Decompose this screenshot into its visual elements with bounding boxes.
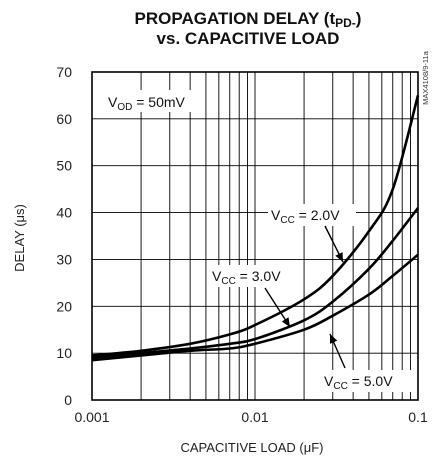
chart-title-line1: PROPAGATION DELAY (tPD-) [135,9,362,30]
x-tick-label: 0.1 [408,409,428,425]
annotations: VOD = 50mV VCC = 2.0V VCC = 3.0V VCC = 5.0V [104,90,412,392]
y-tick-label: 70 [56,64,72,80]
condition-label-bg [104,90,200,112]
condition-label: VOD = 50mV [108,94,186,113]
plot-frame [91,71,419,401]
y-tick-label: 40 [56,205,72,221]
side-code: MAX4108/9-11a [421,50,430,104]
series-3-arrow-head [329,334,338,344]
x-tick-label: 0.001 [74,409,109,425]
y-tick-label: 50 [56,158,72,174]
y-axis-label: DELAY (μs) [12,204,27,272]
series-3-label: VCC = 5.0V [324,373,393,392]
series-line-3 [91,253,419,362]
grid [91,71,418,401]
series-1-arrow-head [335,252,343,262]
series-2-label: VCC = 3.0V [212,268,281,287]
series-3-label-bg [320,370,412,392]
series-line-2 [91,207,420,360]
curves [91,95,420,362]
tick-labels: 0 10 20 30 40 50 60 70 0.001 0.01 0.1 [56,64,428,425]
series-2-label-bg [208,265,300,287]
series-1-label: VCC = 2.0V [271,207,340,226]
y-tick-label: 60 [56,111,72,127]
series-line-1 [91,95,420,357]
y-tick-label: 20 [56,298,72,314]
y-tick-label: 10 [56,345,72,361]
y-tick-label: 30 [56,251,72,267]
x-axis-label: CAPACITIVE LOAD (μF) [180,440,323,455]
y-tick-label: 0 [64,392,72,408]
chart-title-line2: vs. CAPACITIVE LOAD [157,29,340,48]
series-2-arrow-head [281,317,290,327]
series-1-label-bg [268,204,356,226]
x-tick-label: 0.01 [241,409,268,425]
